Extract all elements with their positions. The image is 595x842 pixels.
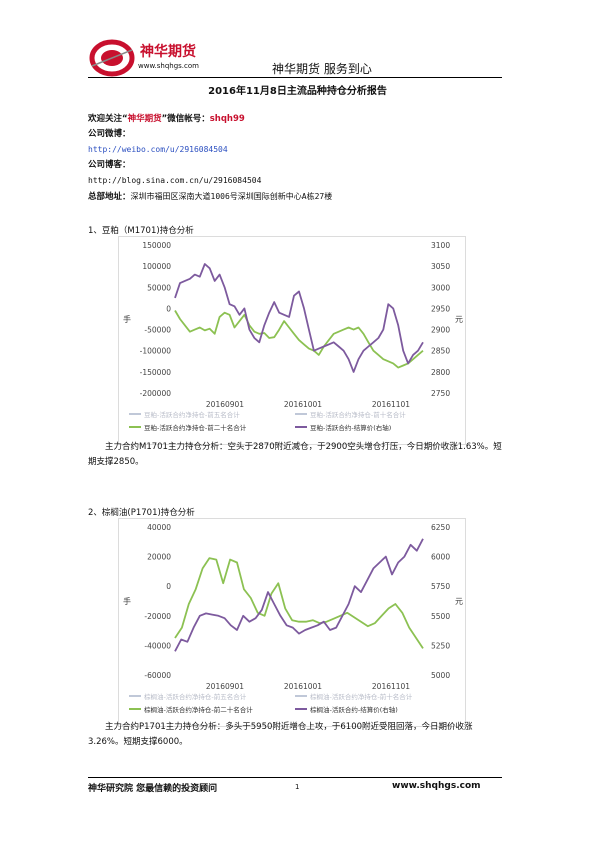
weibo-label: 公司微博： (88, 129, 131, 139)
y-left-tick-label: -100000 (140, 347, 172, 356)
y-right-tick-label: 5500 (431, 612, 450, 621)
legend-entry: 棕榈油-活跃合约-结算价(右轴) (310, 705, 398, 714)
y-right-axis-label: 元 (455, 597, 463, 606)
y-right-tick-label: 6250 (431, 523, 450, 532)
y-right-tick-label: 5750 (431, 582, 450, 591)
chart-palmoil: 40000 20000 0 -20000 -40000 -60000 6250 6000 575… (118, 518, 466, 727)
legend-entry: 棕榈油-活跃合约净持仓-前十名合计 (310, 692, 413, 701)
blog-url[interactable]: http://blog.sina.com.cn/u/2916084504 (88, 176, 262, 185)
y-left-tick-label: -20000 (144, 612, 171, 621)
y-right-tick-label: 5000 (431, 671, 450, 680)
header-divider (88, 77, 502, 78)
x-tick-label: 20160901 (206, 400, 244, 409)
chart-soymeal: 150000 100000 50000 0 -50000 -100000 -150000 -2… (118, 236, 466, 445)
y-left-tick-label: 0 (166, 304, 171, 313)
y-left-tick-label: 20000 (147, 553, 171, 562)
series-line (174, 538, 424, 652)
blog-label: 公司博客： (88, 160, 131, 170)
y-right-axis-label: 元 (455, 315, 463, 324)
y-left-tick-label: -60000 (144, 671, 171, 680)
logo-url: www.shqhgs.com (138, 62, 199, 70)
footer-slogan: 神华研究院 您最信赖的投资顾问 (88, 784, 218, 794)
series-line (174, 263, 424, 373)
logo-mark-icon (89, 39, 135, 77)
y-left-tick-label: 40000 (147, 523, 171, 532)
x-tick-label: 20161001 (284, 400, 322, 409)
y-left-tick-label: -50000 (144, 326, 171, 335)
y-left-axis-label: 手 (123, 596, 131, 606)
wechat-account: shqh99 (209, 114, 245, 124)
analysis-palmoil: 主力合约P1701主力持仓分析：多头于5950附近增仓上攻，于6100附近受阻回… (88, 722, 473, 747)
y-left-tick-label: 100000 (142, 262, 171, 271)
y-left-axis-label: 手 (123, 314, 131, 324)
series-line (174, 310, 424, 369)
x-tick-label: 20160901 (206, 682, 244, 691)
address-line: 总部地址：深圳市福田区深南大道1006号深圳国际创新中心A栋27楼 (88, 190, 332, 204)
y-right-tick-label: 2750 (431, 389, 450, 398)
y-right-tick-label: 5250 (431, 641, 450, 650)
chart-palmoil-svg: 40000 20000 0 -20000 -40000 -60000 6250 6000 575… (123, 523, 463, 714)
legend-entry: 豆粕-活跃合约-结算价(右轴) (310, 423, 391, 432)
x-tick-label: 20161101 (372, 682, 410, 691)
chart-soymeal-svg: 150000 100000 50000 0 -50000 -100000 -150000 -2… (123, 241, 463, 432)
analysis-soymeal: 主力合约M1701主力持仓分析：空头于2870附近减仓，于2900空头增仓打压，… (88, 442, 502, 467)
y-right-tick-label: 2850 (431, 347, 450, 356)
legend-entry: 豆粕-活跃合约净持仓-前五名合计 (144, 410, 240, 419)
page-number: 1 (295, 783, 300, 791)
company-logo (88, 38, 248, 78)
wechat-line: 欢迎关注“神华期货”微信帐号：shqh99 (88, 112, 245, 126)
wechat-brand: 神华期货 (127, 114, 162, 124)
y-left-tick-label: 0 (166, 582, 171, 591)
y-right-tick-label: 3000 (431, 283, 450, 292)
y-left-tick-label: 50000 (147, 283, 171, 292)
legend-entry: 棕榈油-活跃合约净持仓-前二十名合计 (144, 705, 253, 714)
y-left-tick-label: -200000 (140, 389, 172, 398)
wechat-mid: ”微信帐号： (161, 114, 210, 124)
address-label: 总部地址： (88, 192, 131, 202)
y-right-tick-label: 2800 (431, 368, 450, 377)
logo-name: 神华期货 (140, 44, 196, 60)
y-left-tick-label: -40000 (144, 641, 171, 650)
series-line (174, 557, 424, 649)
y-right-tick-label: 3050 (431, 262, 450, 271)
footer-website: www.shqhgs.com (392, 781, 481, 791)
x-tick-label: 20161101 (372, 400, 410, 409)
y-right-tick-label: 3100 (431, 241, 450, 250)
y-right-tick-label: 6000 (431, 553, 450, 562)
report-title: 2016年11月8日主流品种持仓分析报告 (208, 86, 387, 97)
legend-entry: 棕榈油-活跃合约净持仓-前五名合计 (144, 692, 247, 701)
section-title-soymeal: 1、豆粕（M1701)持仓分析 (88, 226, 194, 236)
section-title-palmoil: 2、棕榈油(P1701)持仓分析 (88, 508, 195, 518)
y-left-tick-label: 150000 (142, 241, 171, 250)
y-right-tick-label: 2950 (431, 304, 450, 313)
footer-divider (88, 777, 502, 778)
legend-entry: 豆粕-活跃合约净持仓-前十名合计 (310, 410, 406, 419)
x-tick-label: 20161001 (284, 682, 322, 691)
y-left-tick-label: -150000 (140, 368, 172, 377)
legend-entry: 豆粕-活跃合约净持仓-前二十名合计 (144, 423, 247, 432)
header-slogan: 神华期货 服务到心 (272, 62, 372, 76)
y-right-tick-label: 2900 (431, 326, 450, 335)
weibo-link[interactable]: http://weibo.com/u/2916084504 (88, 145, 228, 154)
address-text: 深圳市福田区深南大道1006号深圳国际创新中心A栋27楼 (130, 192, 333, 201)
wechat-prefix: 欢迎关注“ (88, 114, 128, 124)
